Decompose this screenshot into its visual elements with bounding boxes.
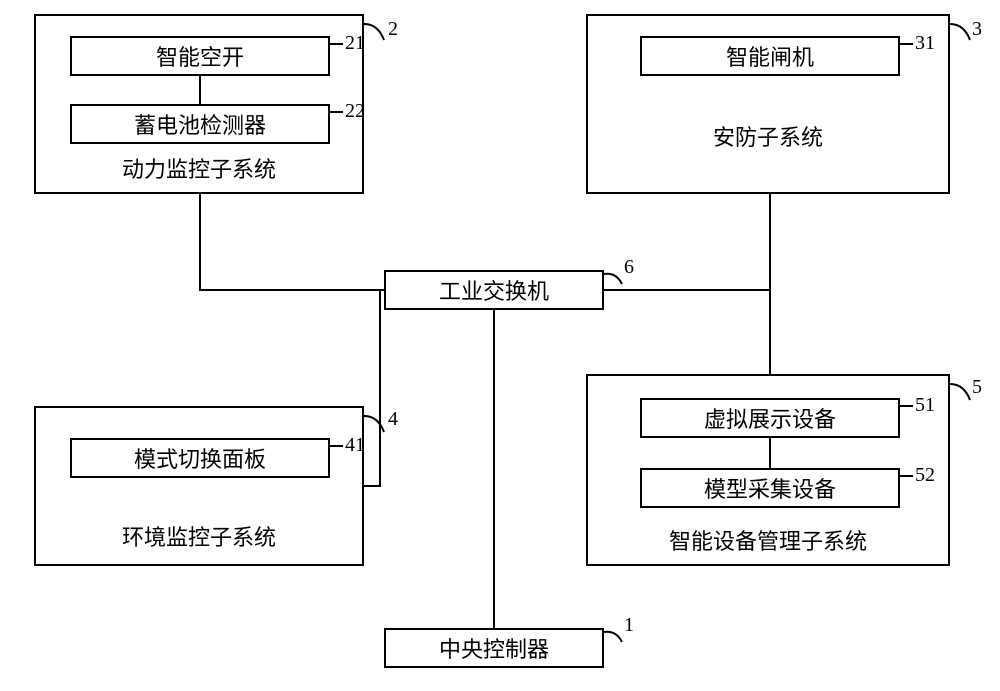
num-3: 3	[972, 18, 982, 41]
box-virtual-display-label: 虚拟展示设备	[704, 402, 836, 434]
box-model-collect: 模型采集设备	[640, 468, 900, 508]
num-1: 1	[624, 614, 634, 637]
box-smart-breaker: 智能空开	[70, 36, 330, 76]
group-env-monitor-title: 环境监控子系统	[36, 520, 362, 552]
num-22: 22	[345, 100, 365, 123]
num-4: 4	[388, 408, 398, 431]
group-env-monitor: 环境监控子系统	[34, 406, 364, 566]
box-smart-gate: 智能闸机	[640, 36, 900, 76]
box-industrial-switch-label: 工业交换机	[439, 274, 549, 306]
num-41: 41	[345, 434, 365, 457]
box-smart-breaker-label: 智能空开	[156, 40, 244, 72]
group-device-manage-title: 智能设备管理子系统	[588, 524, 948, 556]
box-model-collect-label: 模型采集设备	[704, 472, 836, 504]
box-central-controller-label: 中央控制器	[439, 632, 549, 664]
box-smart-gate-label: 智能闸机	[726, 40, 814, 72]
num-51: 51	[915, 394, 935, 417]
num-6: 6	[624, 256, 634, 279]
num-21: 21	[345, 32, 365, 55]
num-31: 31	[915, 32, 935, 55]
box-central-controller: 中央控制器	[384, 628, 604, 668]
box-mode-panel-label: 模式切换面板	[134, 442, 266, 474]
num-2: 2	[388, 18, 398, 41]
box-mode-panel: 模式切换面板	[70, 438, 330, 478]
group-security-title: 安防子系统	[588, 120, 948, 152]
box-battery-detector: 蓄电池检测器	[70, 104, 330, 144]
num-5: 5	[972, 376, 982, 399]
box-virtual-display: 虚拟展示设备	[640, 398, 900, 438]
group-power-monitor-title: 动力监控子系统	[36, 152, 362, 184]
num-52: 52	[915, 464, 935, 487]
box-industrial-switch: 工业交换机	[384, 270, 604, 310]
box-battery-detector-label: 蓄电池检测器	[134, 108, 266, 140]
